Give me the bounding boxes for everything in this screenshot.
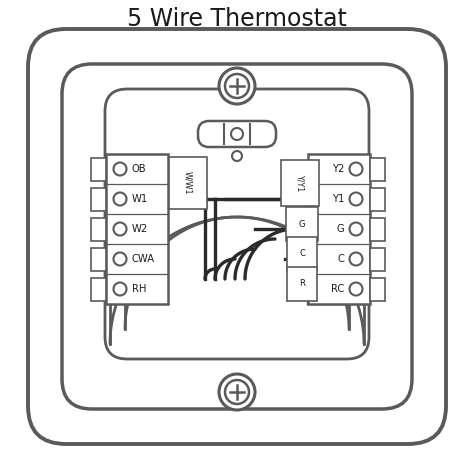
Bar xyxy=(308,154,370,304)
Bar xyxy=(91,218,106,240)
FancyBboxPatch shape xyxy=(28,29,446,444)
Text: Y1: Y1 xyxy=(332,194,344,204)
Text: RC: RC xyxy=(331,284,344,294)
Circle shape xyxy=(113,163,127,175)
Bar xyxy=(370,188,385,210)
Text: W/W1: W/W1 xyxy=(183,171,192,195)
Bar xyxy=(91,157,106,181)
Circle shape xyxy=(232,151,242,161)
Bar xyxy=(91,247,106,271)
Text: 5 Wire Thermostat: 5 Wire Thermostat xyxy=(127,7,347,31)
Circle shape xyxy=(113,253,127,265)
Text: W2: W2 xyxy=(132,224,148,234)
Circle shape xyxy=(349,163,363,175)
Text: G: G xyxy=(299,219,305,228)
Text: W1: W1 xyxy=(132,194,148,204)
Text: C: C xyxy=(299,249,305,258)
Circle shape xyxy=(113,222,127,236)
Bar xyxy=(370,157,385,181)
Circle shape xyxy=(219,68,255,104)
Bar xyxy=(370,247,385,271)
Text: OB: OB xyxy=(132,164,146,174)
Circle shape xyxy=(349,283,363,295)
Bar xyxy=(370,218,385,240)
Circle shape xyxy=(231,128,243,140)
Text: Y2: Y2 xyxy=(332,164,344,174)
Bar xyxy=(91,277,106,301)
Text: RH: RH xyxy=(132,284,146,294)
Circle shape xyxy=(113,192,127,206)
Text: Y/Y1: Y/Y1 xyxy=(295,174,304,191)
Bar xyxy=(370,277,385,301)
Bar xyxy=(106,154,168,304)
Text: R: R xyxy=(299,280,305,289)
Circle shape xyxy=(349,253,363,265)
Text: C: C xyxy=(337,254,344,264)
Text: CWA: CWA xyxy=(132,254,155,264)
FancyBboxPatch shape xyxy=(62,64,412,409)
Bar xyxy=(91,188,106,210)
Text: G: G xyxy=(336,224,344,234)
Circle shape xyxy=(349,222,363,236)
Circle shape xyxy=(113,283,127,295)
Circle shape xyxy=(349,192,363,206)
Circle shape xyxy=(225,380,249,404)
FancyBboxPatch shape xyxy=(105,89,369,359)
Circle shape xyxy=(219,374,255,410)
FancyBboxPatch shape xyxy=(198,121,276,147)
Circle shape xyxy=(225,74,249,98)
